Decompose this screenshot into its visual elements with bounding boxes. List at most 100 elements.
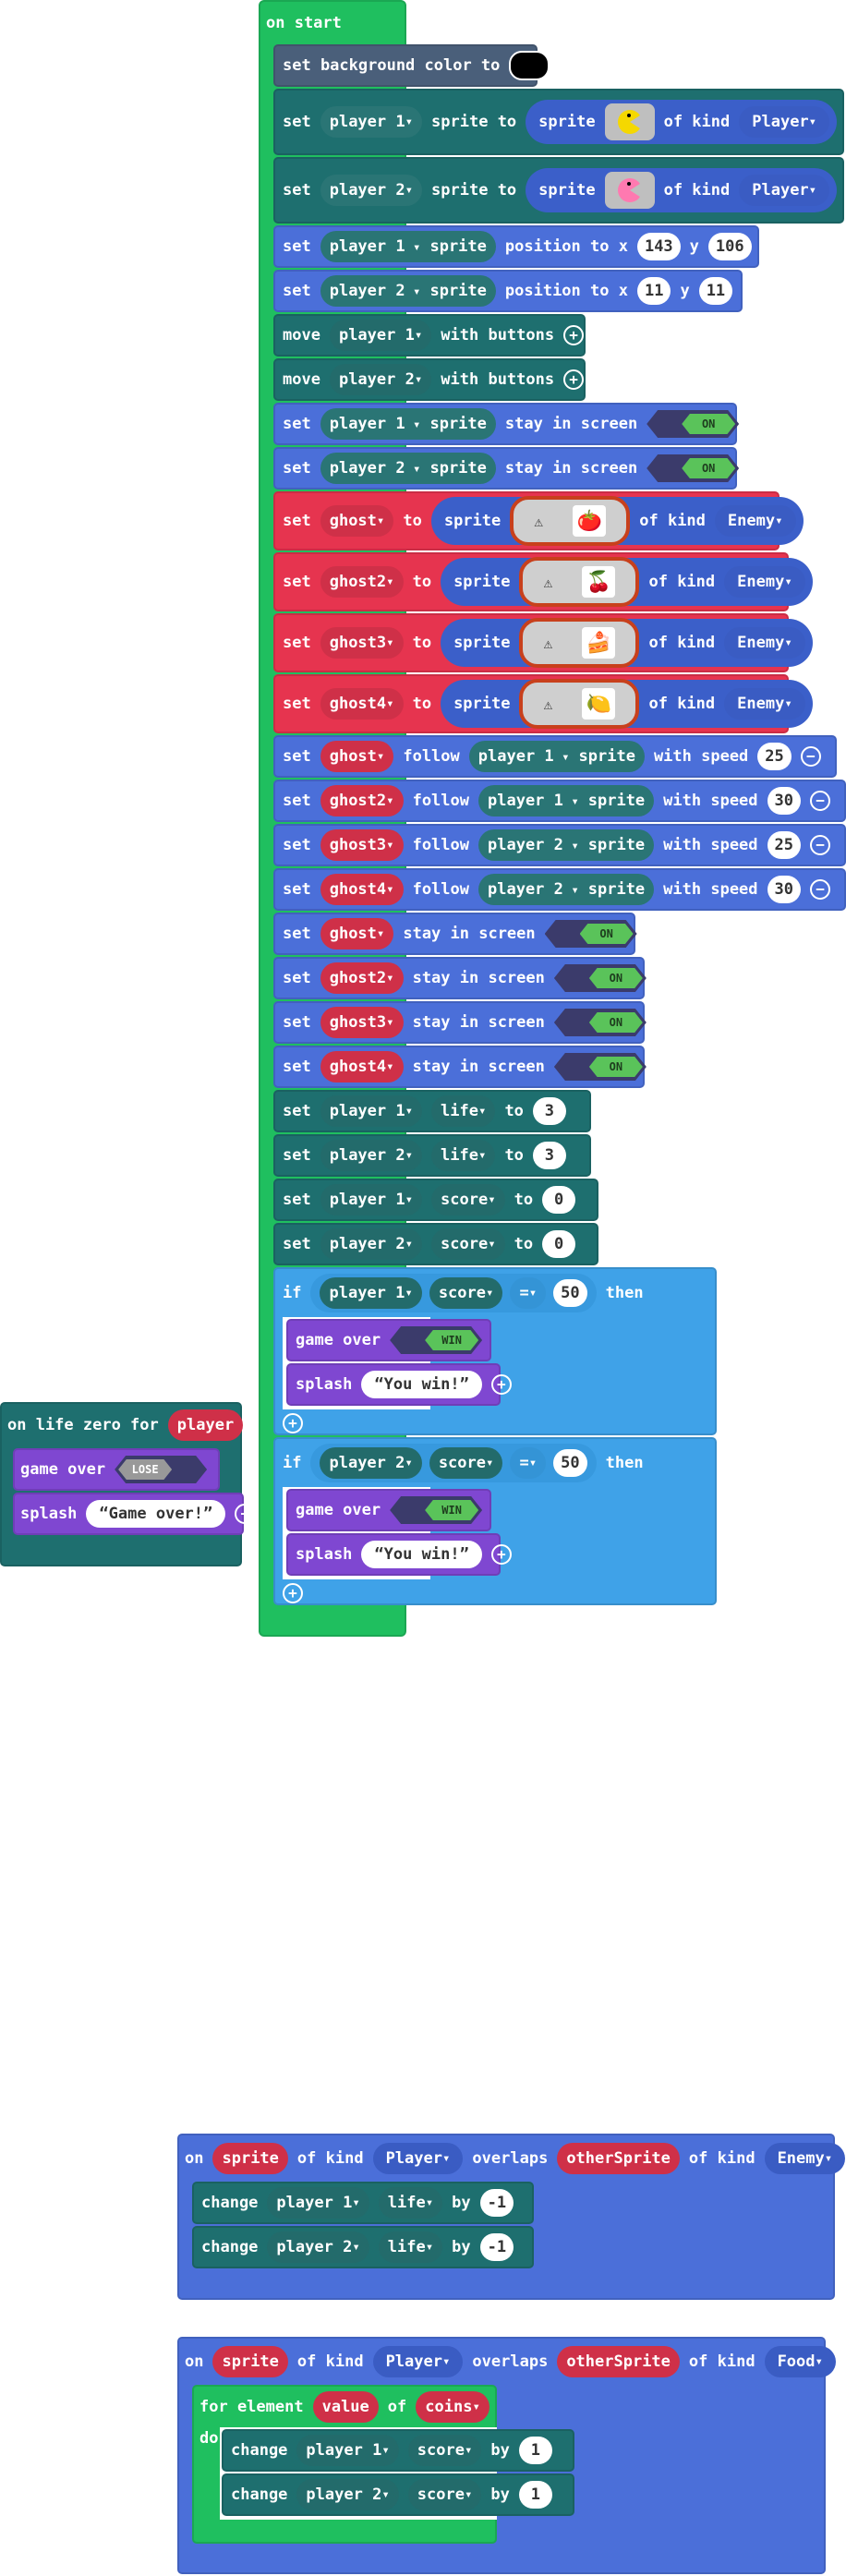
player-dropdown[interactable]: player 1 xyxy=(320,1095,423,1127)
on-toggle[interactable]: ON xyxy=(553,1053,647,1081)
compare-value[interactable]: 50 xyxy=(553,1279,587,1307)
kind-dropdown-food[interactable]: Food xyxy=(764,2346,836,2377)
value-input[interactable]: 3 xyxy=(532,1097,566,1125)
player1-sprite-reporter[interactable]: player 1sprite xyxy=(320,408,496,440)
player-variable[interactable]: player xyxy=(167,1409,244,1441)
expand-plus-icon[interactable]: + xyxy=(563,325,585,345)
stat-dropdown[interactable]: score xyxy=(407,2479,482,2510)
player-dropdown[interactable]: player 2 xyxy=(320,1228,423,1260)
add-else-plus-icon[interactable]: + xyxy=(283,1413,303,1433)
speed-input[interactable]: 25 xyxy=(757,743,792,770)
collapse-minus-icon[interactable]: − xyxy=(810,835,831,855)
loop-variable[interactable]: value xyxy=(312,2391,379,2423)
player1-sprite-reporter[interactable]: player 1sprite xyxy=(320,231,496,262)
variable-dropdown-ghost3[interactable]: ghost3 xyxy=(320,829,404,861)
variable-dropdown-ghost[interactable]: ghost xyxy=(320,918,394,949)
player2-sprite-reporter[interactable]: player 2sprite xyxy=(320,453,496,484)
stat-dropdown[interactable]: score xyxy=(407,2435,482,2466)
kind-dropdown-enemy[interactable]: Enemy xyxy=(724,566,805,598)
kind-dropdown-enemy[interactable]: Enemy xyxy=(724,688,805,720)
kind-dropdown-player[interactable]: Player xyxy=(372,2346,464,2377)
variable-dropdown-player1[interactable]: player 1 xyxy=(320,106,423,138)
collapse-minus-icon[interactable]: − xyxy=(800,746,821,767)
array-variable-dropdown[interactable]: coins xyxy=(416,2391,489,2423)
variable-dropdown-ghost3[interactable]: ghost3 xyxy=(320,627,404,659)
kind-dropdown-enemy[interactable]: Enemy xyxy=(764,2143,846,2174)
value-input[interactable]: 0 xyxy=(542,1230,576,1258)
win-toggle[interactable]: WIN xyxy=(390,1496,483,1524)
sprite-variable[interactable]: sprite xyxy=(212,2143,288,2174)
variable-dropdown-player1[interactable]: player 1 xyxy=(329,320,432,351)
pacman-sprite-image[interactable] xyxy=(604,103,655,140)
splash-text-input[interactable]: “You win!” xyxy=(361,1371,482,1398)
stat-dropdown[interactable]: life xyxy=(378,2231,443,2263)
sprite-reporter[interactable]: sprite of kind Player xyxy=(526,100,838,144)
on-toggle[interactable]: ON xyxy=(553,964,647,992)
splash-text-input[interactable]: “You win!” xyxy=(361,1541,482,1568)
variable-dropdown-ghost4[interactable]: ghost4 xyxy=(320,874,404,905)
variable-dropdown-ghost3[interactable]: ghost3 xyxy=(320,1007,404,1038)
other-sprite-variable[interactable]: otherSprite xyxy=(557,2346,680,2377)
player-dropdown[interactable]: player 1 xyxy=(320,1184,423,1215)
variable-dropdown-ghost[interactable]: ghost xyxy=(320,505,394,537)
stat-dropdown[interactable]: score xyxy=(431,1184,505,1215)
sprite-reporter[interactable]: sprite ⚠ 🍅 of kind Enemy xyxy=(430,496,804,546)
other-sprite-variable[interactable]: otherSprite xyxy=(557,2143,680,2174)
speed-input[interactable]: 30 xyxy=(767,876,802,903)
sprite-reporter[interactable]: sprite of kind Player xyxy=(526,168,838,212)
background-color-swatch[interactable] xyxy=(509,51,550,80)
stat-dropdown[interactable]: life xyxy=(431,1140,496,1171)
collapse-minus-icon[interactable]: − xyxy=(810,791,831,811)
variable-dropdown-ghost2[interactable]: ghost2 xyxy=(320,566,404,598)
on-start-hat[interactable]: on start xyxy=(266,9,351,37)
player-dropdown[interactable]: player 2 xyxy=(267,2231,369,2263)
y-input[interactable]: 106 xyxy=(707,233,752,260)
cherry-sprite-image[interactable]: ⚠ 🍒 xyxy=(519,557,640,607)
compare-condition[interactable]: player 2 score = 50 xyxy=(310,1444,597,1482)
sprite-reporter[interactable]: sprite ⚠ 🍒 of kind Enemy xyxy=(441,557,813,607)
sprite-variable[interactable]: sprite xyxy=(212,2346,288,2377)
on-toggle[interactable]: ON xyxy=(553,1009,647,1036)
x-input[interactable]: 11 xyxy=(636,277,671,305)
variable-dropdown-ghost4[interactable]: ghost4 xyxy=(320,688,404,720)
on-toggle[interactable]: ON xyxy=(544,920,637,948)
variable-dropdown-ghost[interactable]: ghost xyxy=(320,741,394,772)
sprite-reporter[interactable]: sprite ⚠ 🍰 of kind Enemy xyxy=(441,618,813,668)
kind-dropdown-enemy[interactable]: Enemy xyxy=(724,627,805,659)
player-dropdown[interactable]: player 1 xyxy=(296,2435,399,2466)
operator-dropdown[interactable]: = xyxy=(510,1277,547,1309)
player-sprite-reporter[interactable]: player 1sprite xyxy=(468,741,645,772)
variable-dropdown-player2[interactable]: player 2 xyxy=(320,175,423,206)
on-toggle[interactable]: ON xyxy=(647,410,740,438)
variable-dropdown-ghost2[interactable]: ghost2 xyxy=(320,785,404,816)
change-value-input[interactable]: -1 xyxy=(479,2233,514,2261)
kind-dropdown-player[interactable]: Player xyxy=(739,106,830,138)
stat-dropdown[interactable]: score xyxy=(431,1228,505,1260)
change-value-input[interactable]: -1 xyxy=(479,2189,514,2217)
player-sprite-reporter[interactable]: player 1sprite xyxy=(478,785,655,816)
tomato-sprite-image[interactable]: ⚠ 🍅 xyxy=(510,496,631,546)
speed-input[interactable]: 25 xyxy=(767,831,802,859)
kind-dropdown-player[interactable]: Player xyxy=(739,175,830,206)
splash-text-input[interactable]: “Game over!” xyxy=(86,1500,226,1528)
value-input[interactable]: 0 xyxy=(542,1186,576,1214)
expand-plus-icon[interactable]: + xyxy=(490,1544,512,1565)
player2-sprite-reporter[interactable]: player 2sprite xyxy=(320,275,496,307)
expand-plus-icon[interactable]: + xyxy=(235,1504,256,1524)
player-dropdown[interactable]: player 1 xyxy=(267,2187,369,2219)
variable-dropdown-ghost4[interactable]: ghost4 xyxy=(320,1051,404,1082)
change-value-input[interactable]: 1 xyxy=(518,2481,552,2509)
stat-dropdown[interactable]: life xyxy=(431,1095,496,1127)
set-background-block[interactable] xyxy=(273,44,538,87)
change-value-input[interactable]: 1 xyxy=(518,2437,552,2464)
move-player2-block[interactable] xyxy=(273,358,586,401)
win-toggle[interactable]: WIN xyxy=(390,1326,483,1354)
lemon-sprite-image[interactable]: ⚠ 🍋 xyxy=(519,679,640,729)
variable-dropdown-ghost2[interactable]: ghost2 xyxy=(320,962,404,994)
compare-condition[interactable]: player 1 score = 50 xyxy=(310,1274,597,1312)
on-toggle[interactable]: ON xyxy=(647,454,740,482)
speed-input[interactable]: 30 xyxy=(767,787,802,815)
cake-sprite-image[interactable]: ⚠ 🍰 xyxy=(519,618,640,668)
expand-plus-icon[interactable]: + xyxy=(563,369,585,390)
sprite-reporter[interactable]: sprite ⚠ 🍋 of kind Enemy xyxy=(441,679,813,729)
